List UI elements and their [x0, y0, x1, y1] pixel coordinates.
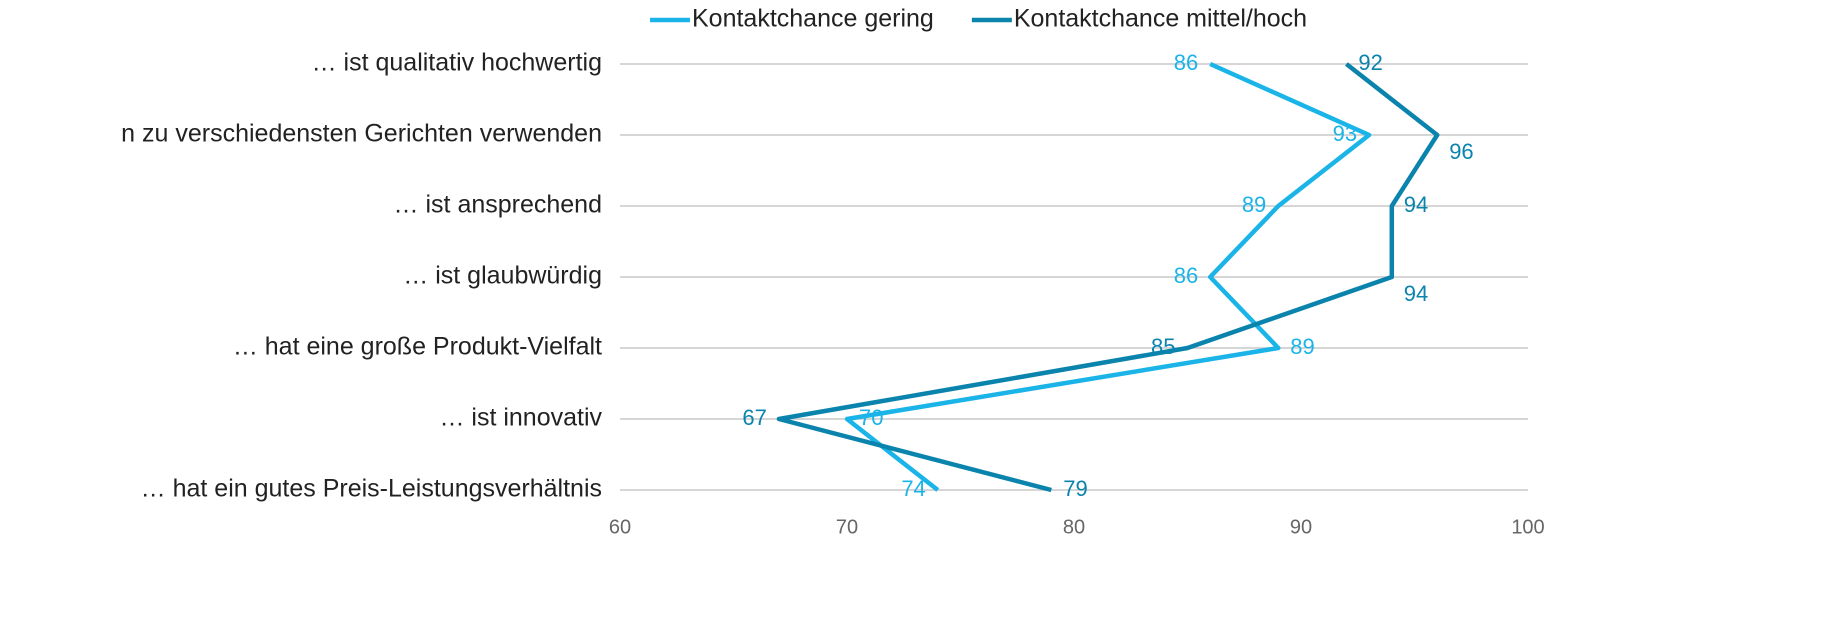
category-label: n zu verschiedensten Gerichten verwenden [121, 120, 602, 148]
data-label: 79 [1063, 476, 1087, 501]
category-label: … ist innovativ [439, 404, 602, 432]
data-label: 94 [1404, 281, 1428, 306]
x-tick-label: 80 [1063, 516, 1085, 538]
data-label: 74 [901, 476, 925, 501]
data-label: 92 [1358, 50, 1382, 75]
category-label: … ist qualitativ hochwertig [312, 49, 602, 77]
data-label: 70 [859, 405, 883, 430]
data-label: 67 [742, 405, 766, 430]
category-label: … ist glaubwürdig [403, 262, 602, 290]
data-label: 93 [1333, 121, 1357, 146]
x-tick-label: 100 [1511, 516, 1544, 538]
series-line [776, 62, 1440, 493]
x-tick-label: 90 [1290, 516, 1312, 538]
data-label: 96 [1449, 139, 1473, 164]
data-label: 89 [1242, 192, 1266, 217]
category-label: … hat ein gutes Preis-Leistungsverhältni… [141, 475, 602, 503]
category-label: … ist ansprechend [394, 191, 602, 219]
legend-label: Kontaktchance mittel/hoch [1014, 5, 1307, 33]
data-label: 89 [1290, 334, 1314, 359]
category-label: … hat eine große Produkt-Vielfalt [233, 333, 602, 361]
series-line [844, 61, 1372, 492]
x-tick-label: 60 [609, 516, 631, 538]
data-label: 86 [1174, 50, 1198, 75]
legend-label: Kontaktchance gering [692, 5, 934, 33]
data-label: 86 [1174, 263, 1198, 288]
data-label: 85 [1151, 334, 1175, 359]
data-label: 94 [1404, 192, 1428, 217]
x-tick-label: 70 [836, 516, 858, 538]
